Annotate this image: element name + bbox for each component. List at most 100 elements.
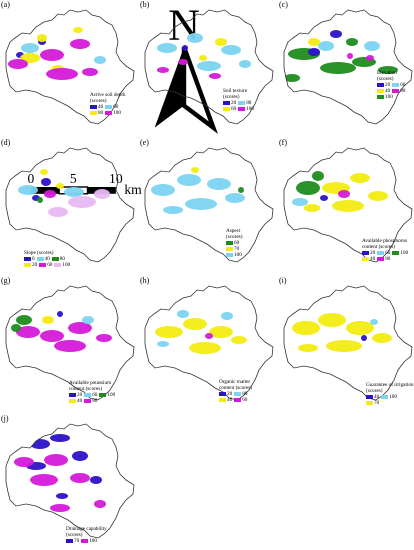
- legend-value: 20: [227, 391, 233, 397]
- legend-value: 100: [62, 262, 71, 268]
- legend-row: 20 80: [219, 391, 252, 397]
- panel-label: (b): [140, 0, 150, 9]
- map-panel-b: (b) Soil texture (scores) 20 80 60 100: [139, 0, 275, 132]
- land-patch-blue: [41, 178, 51, 186]
- legend-title: Guarantee of irrigation: [366, 382, 414, 388]
- legend-row: 60 100: [223, 106, 256, 112]
- map-a: [5, 9, 135, 125]
- legend-value: 80: [400, 88, 406, 94]
- legend-value: 80: [385, 256, 391, 262]
- legend-title: (scores): [366, 388, 383, 394]
- land-patch-cyan: [318, 41, 334, 51]
- land-patch-pink: [68, 196, 96, 208]
- land-patch-yellow: [368, 191, 388, 201]
- land-patch-cyan: [163, 206, 183, 214]
- legend-swatch: [238, 101, 246, 105]
- land-patch-yellow: [298, 344, 318, 352]
- land-patch-cyan: [64, 187, 84, 197]
- land-patch-magenta: [178, 59, 188, 65]
- panel-label: (a): [1, 0, 10, 9]
- map-e: [144, 147, 274, 263]
- legend-swatch: [377, 83, 384, 87]
- land-patch-cyan: [94, 56, 106, 64]
- legend-swatch: [392, 89, 400, 93]
- legend-swatch: [99, 393, 107, 397]
- legend-title: content (scores): [362, 244, 395, 250]
- legend-value: 80: [98, 110, 104, 116]
- legend-value: 60: [242, 397, 248, 403]
- land-patch-green: [16, 315, 32, 325]
- land-patch-magenta: [68, 322, 92, 334]
- boundary-outline: [5, 9, 135, 125]
- land-patch-blue: [90, 476, 102, 484]
- map-b: [144, 9, 274, 125]
- land-patch-blue: [361, 335, 367, 341]
- legend-title: (scores): [66, 532, 83, 538]
- legend-value: 60: [400, 82, 406, 88]
- legend-title: Drainage capability: [66, 526, 107, 532]
- land-patch-magenta: [338, 190, 350, 198]
- panel-label: (d): [1, 138, 11, 147]
- map-g: [5, 285, 135, 401]
- land-patch-cyan: [207, 178, 231, 190]
- scale-unit: km: [124, 182, 142, 197]
- legend-swatch: [54, 263, 62, 267]
- legend-row: 100: [226, 252, 244, 258]
- legend-swatch: [238, 107, 246, 111]
- legend-title: (scores): [377, 76, 394, 82]
- legend-swatch: [39, 263, 47, 267]
- legend-swatch: [381, 395, 389, 399]
- legend-swatch: [366, 395, 373, 399]
- land-patch-magenta: [44, 190, 56, 198]
- legend-swatch: [392, 251, 400, 255]
- legend-value: 100: [400, 250, 409, 256]
- legend-swatch: [24, 257, 31, 261]
- land-patch-cyan: [225, 193, 245, 203]
- boundary-outline: [283, 9, 413, 125]
- map-panel-g: (g) Available potassium content (scores) 20…: [0, 276, 136, 408]
- land-patch-cyan: [221, 312, 233, 320]
- map-panel-c: (c) Elevation (scores) 20 60 40 80 100: [278, 0, 414, 132]
- legend-row: 40 60: [90, 104, 125, 110]
- legend-swatch: [90, 111, 97, 115]
- map-panel-h: (h) Organic matter content (scores) 20 80 40 6…: [139, 276, 275, 408]
- land-patch-magenta: [30, 474, 58, 486]
- legend-swatch: [84, 393, 92, 397]
- legend-value: 40: [44, 256, 50, 262]
- legend-swatch: [36, 257, 44, 261]
- land-patch-yellow: [231, 336, 247, 344]
- legend-row: 0 40 80: [24, 256, 72, 262]
- legend-row: 20 60 100: [69, 392, 117, 398]
- legend-swatch: [105, 111, 113, 115]
- legend-title: (scores): [226, 234, 243, 240]
- legend-swatch: [226, 247, 233, 251]
- land-patch-magenta: [54, 340, 86, 352]
- legend-value: 40: [98, 104, 104, 110]
- boundary-outline: [144, 147, 274, 263]
- land-patch-blue: [57, 311, 63, 317]
- land-patch-yellow: [308, 38, 320, 46]
- map-d: [5, 147, 135, 263]
- legend-swatch: [69, 393, 76, 397]
- legend-swatch: [81, 539, 89, 543]
- land-patch-cyan: [185, 198, 217, 210]
- legend-swatch: [105, 105, 113, 109]
- scale-bar: 0 5 10 km: [27, 121, 142, 197]
- legend-title: content (scores): [69, 386, 102, 392]
- legend-swatch: [51, 257, 59, 261]
- land-patch-yellow: [191, 167, 199, 173]
- legend-swatch: [377, 251, 385, 255]
- legend-value: 100: [89, 538, 97, 544]
- land-patch-magenta: [94, 500, 106, 508]
- land-patch-yellow: [346, 321, 374, 335]
- map-panel-j: (j) Drainage capability (scores) 70 100: [0, 414, 136, 546]
- legend-value: 100: [113, 110, 121, 116]
- legend-row: 80 100: [90, 110, 125, 116]
- legend-swatch: [69, 399, 76, 403]
- map-i: [283, 285, 413, 401]
- land-patch-magenta: [96, 334, 112, 342]
- boundary-outline: [5, 423, 135, 539]
- land-patch-cyan: [151, 184, 175, 196]
- land-patch-green: [346, 38, 358, 46]
- land-patch-yellow: [42, 316, 54, 324]
